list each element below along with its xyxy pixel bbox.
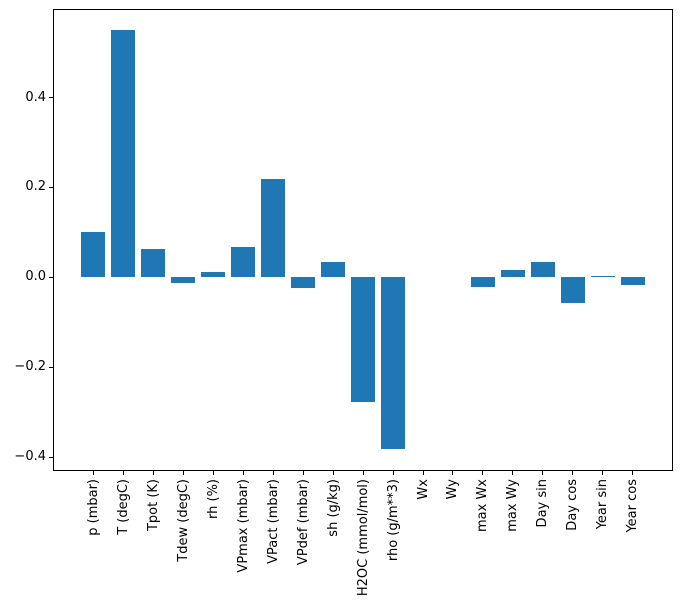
x-tick-mark (632, 471, 634, 475)
x-tick-label: Day sin (535, 479, 551, 528)
x-tick-mark (512, 471, 514, 475)
y-tick-label: −0.4 (14, 449, 46, 465)
y-tick-label: 0.0 (25, 269, 46, 285)
plot-area (53, 9, 673, 471)
x-tick-mark (602, 471, 604, 475)
x-tick-label: VPmax (mbar) (235, 479, 251, 573)
x-tick-mark (572, 471, 574, 475)
x-tick-mark (152, 471, 154, 475)
x-tick-mark (92, 471, 94, 475)
x-tick-mark (542, 471, 544, 475)
x-tick-mark (182, 471, 184, 475)
x-tick-mark (212, 471, 214, 475)
y-tick-label: 0.4 (25, 89, 46, 105)
x-tick-mark (122, 471, 124, 475)
x-tick-label: Tpot (K) (145, 479, 161, 532)
x-tick-label: rho (g/m**3) (385, 479, 401, 562)
x-tick-label: Year cos (625, 479, 641, 533)
x-tick-label: Wy (445, 479, 461, 500)
y-tick-label: 0.2 (25, 179, 46, 195)
x-tick-label: sh (g/kg) (325, 479, 341, 537)
x-tick-label: T (degC) (115, 479, 131, 535)
x-tick-label: VPdef (mbar) (295, 479, 311, 566)
x-tick-mark (242, 471, 244, 475)
x-tick-label: VPact (mbar) (265, 479, 281, 564)
x-tick-mark (482, 471, 484, 475)
x-tick-label: max Wy (505, 479, 521, 532)
x-tick-label: Year sin (595, 479, 611, 530)
x-tick-label: Day cos (565, 479, 581, 531)
x-tick-label: rh (%) (205, 479, 221, 519)
x-tick-mark (332, 471, 334, 475)
x-tick-mark (302, 471, 304, 475)
x-tick-mark (362, 471, 364, 475)
y-tick-label: −0.2 (14, 359, 46, 375)
x-tick-label: max Wx (475, 479, 491, 533)
x-tick-label: Wx (415, 479, 431, 500)
x-tick-mark (422, 471, 424, 475)
x-tick-label: H2OC (mmol/mol) (355, 479, 371, 597)
x-tick-mark (452, 471, 454, 475)
x-tick-label: Tdew (degC) (175, 479, 191, 562)
x-tick-mark (272, 471, 274, 475)
x-tick-mark (392, 471, 394, 475)
x-tick-label: p (mbar) (85, 479, 101, 536)
